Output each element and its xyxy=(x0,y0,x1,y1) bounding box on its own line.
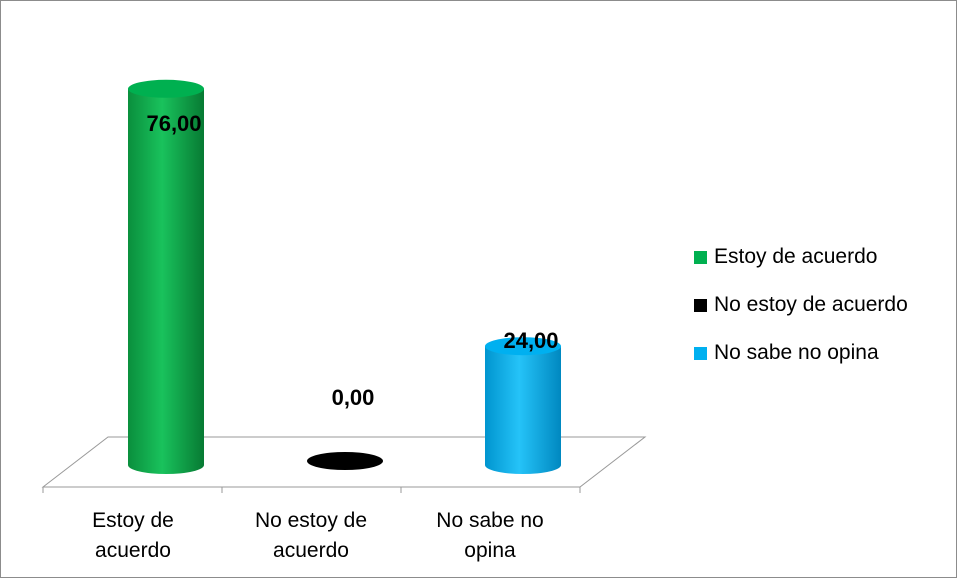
x-tick-label: No estoy de acuerdo xyxy=(254,509,368,562)
legend-label: No sabe no opina xyxy=(714,341,879,364)
legend-label: No estoy de acuerdo xyxy=(714,293,908,316)
legend: Estoy de acuerdo No estoy de acuerdo No sa… xyxy=(694,233,908,377)
bar-body xyxy=(485,346,561,474)
legend-swatch xyxy=(694,346,707,360)
bar xyxy=(128,79,204,475)
data-label: 24,00 xyxy=(503,328,558,353)
legend-label: Estoy de acuerdo xyxy=(714,245,878,268)
x-tick-label: No sabe no opina xyxy=(436,509,544,562)
bar-top xyxy=(485,337,561,356)
legend-swatch xyxy=(694,250,707,264)
bar-top xyxy=(128,79,204,98)
legend-item: Estoy de acuerdo xyxy=(694,233,908,281)
bar xyxy=(485,337,561,474)
bar xyxy=(307,452,383,470)
bars xyxy=(128,79,561,475)
x-tick-label: Estoy de acuerdo xyxy=(92,509,174,562)
legend-swatch xyxy=(694,298,707,312)
bar-body xyxy=(128,88,204,475)
data-label: 0,00 xyxy=(332,385,375,410)
data-label: 76,00 xyxy=(146,111,201,136)
legend-item: No estoy de acuerdo xyxy=(694,281,908,329)
bar-top xyxy=(307,452,383,470)
legend-item: No sabe no opina xyxy=(694,329,908,377)
value-labels: 76,00 0,00 24,00 xyxy=(146,111,558,410)
